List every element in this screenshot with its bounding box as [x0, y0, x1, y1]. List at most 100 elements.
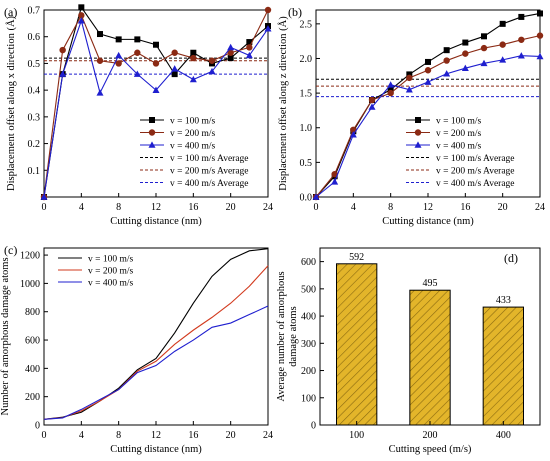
a-series-0-point-7: [171, 71, 178, 78]
b-x-tick-label-6: 24: [535, 202, 545, 213]
b-legend-marker-1: [414, 129, 422, 136]
a-series-1-point-11: [246, 44, 253, 51]
a-series-0-point-8: [190, 49, 197, 56]
c-panel-label: (c): [4, 243, 17, 257]
b-legend-label-1: v = 200 m/s: [436, 129, 482, 139]
a-series-2-point-3: [96, 89, 104, 96]
a-x-tick-label-5: 20: [226, 202, 236, 213]
c-plot-frame: [43, 247, 269, 426]
d-bar-400: [482, 306, 524, 426]
b-series-0-point-11: [518, 13, 525, 20]
b-series-2-point-6: [424, 78, 432, 85]
b-x-tick-label-4: 16: [460, 202, 470, 213]
a-series-0-point-2: [78, 4, 85, 11]
b-series-0-point-7: [443, 47, 450, 54]
b-series-2-point-9: [480, 59, 488, 67]
b-series-2-point-8: [461, 64, 469, 71]
b-y-tick-label-3: 1.5: [300, 89, 313, 100]
c-x-tick-label-1: 4: [79, 430, 84, 441]
d-x-tick-label-400: 400: [496, 430, 511, 441]
d-y-axis-label: Average number of amorphousdamage atoms: [276, 271, 299, 401]
c-x-axis-label: Cutting distance (nm): [110, 444, 202, 455]
b-y-axis-label: Displacement offset along z direction (Å…: [277, 16, 289, 191]
a-series-2-point-7: [171, 65, 179, 72]
a-series-2-point-2: [77, 17, 85, 24]
d-bar-value-label-100: 592: [349, 252, 364, 263]
c-x-tick-label-6: 24: [263, 430, 273, 441]
b-y-tick-label-5: 2.5: [300, 19, 313, 30]
b-series-1-point-4: [387, 89, 394, 97]
d-panel-label: (d): [504, 251, 518, 265]
b-x-tick-label-0: 0: [314, 202, 319, 213]
a-x-tick-label-0: 0: [42, 202, 47, 213]
panel-a-displacement-x: 0 4 8 12 16 20 24 0.1 0.2 0.3 0.4 0.5 0.6 0.7 Cutting …: [4, 4, 273, 227]
a-series-2-point-4: [115, 51, 123, 59]
b-x-tick-label-3: 12: [423, 202, 433, 213]
b-series-0-point-6: [425, 58, 431, 65]
b-series-1-point-3: [368, 96, 376, 104]
a-series-0-point-4: [115, 36, 122, 43]
a-legend-label-4: v = 200 m/s Average: [170, 167, 249, 177]
a-series-1-point-2: [78, 12, 85, 19]
b-series-0-point-12: [537, 10, 543, 17]
a-y-axis-label: Displacement offset along x direction (Å…: [5, 15, 17, 191]
a-legend-marker-0: [149, 117, 155, 123]
b-legend-label-4: v = 200 m/s Average: [436, 167, 515, 177]
b-legend-marker-2: [414, 141, 422, 148]
b-series-1-point-10: [499, 41, 506, 48]
b-series-2-point-5: [405, 86, 413, 93]
b-legend-label-2: v = 400 m/s: [436, 142, 482, 152]
c-legend-label-1: v = 200 m/s: [88, 267, 134, 277]
b-series-2-point-10: [499, 56, 507, 63]
c-y-tick-label-0: 0: [35, 421, 40, 432]
b-legend-label-0: v = 100 m/s: [436, 117, 482, 127]
b-x-tick-label-1: 4: [351, 202, 356, 213]
a-series-1-point-12: [264, 6, 272, 14]
c-x-tick-label-5: 20: [226, 430, 236, 441]
a-y-tick-label-0: 0.1: [28, 166, 41, 177]
panel-b-displacement-z: 0 4 8 12 16 20 24 0.0 0.5 1.0 1.5 2.0 2.5 Cutting dis…: [277, 5, 545, 227]
a-series-0-point-6: [153, 41, 159, 48]
a-y-tick-label-3: 0.4: [28, 86, 41, 97]
b-series-2-point-11: [517, 52, 525, 59]
c-y-tick-label-1: 200: [25, 392, 40, 403]
d-y-tick-label-2: 200: [301, 366, 316, 377]
c-y-tick-label-6: 1200: [20, 251, 40, 262]
b-y-tick-label-4: 2.0: [300, 54, 313, 65]
d-y-tick-label-3: 300: [301, 339, 316, 350]
c-x-tick-label-3: 12: [151, 430, 161, 441]
a-series-2-point-0: [40, 193, 48, 200]
a-series-2-point-11: [245, 51, 253, 59]
b-x-tick-label-2: 8: [388, 202, 393, 213]
b-panel-label: (b): [288, 5, 302, 19]
d-x-tick-label-200: 200: [423, 430, 438, 441]
a-series-2-point-9: [208, 67, 216, 75]
a-series-2-point-12: [264, 25, 272, 32]
b-y-tick-label-2: 1.0: [300, 123, 313, 134]
d-bar-value-label-200: 495: [423, 278, 438, 289]
a-series-1-point-6: [152, 60, 160, 67]
c-y-axis-label: Number of amorphous damage atoms: [0, 257, 11, 415]
b-series-1-point-7: [443, 57, 450, 64]
panel-d-average-amorphous-atoms: 0 100 200 300 400 500 600 592 100 495 200 433 400 Cut…: [276, 247, 541, 455]
c-y-tick-label-4: 800: [25, 307, 40, 318]
a-series-2-point-10: [227, 43, 235, 51]
b-y-tick-label-0: 0.0: [300, 193, 313, 204]
b-series-2-point-0: [312, 193, 320, 200]
a-y-tick-label-5: 0.6: [28, 32, 41, 43]
a-legend-marker-2: [148, 141, 156, 148]
a-series-1-point-1: [59, 46, 66, 54]
a-series-0-point-10: [227, 55, 234, 62]
a-series-2-point-8: [189, 75, 197, 83]
b-series-2-point-2: [349, 131, 357, 138]
a-series-0-point-11: [246, 39, 253, 46]
b-series-0-point-10: [499, 20, 506, 27]
b-series-0-point-5: [406, 71, 413, 78]
b-x-axis-label: Cutting distance (nm): [382, 216, 474, 227]
b-series-1-point-11: [518, 36, 525, 43]
a-series-2-point-1: [59, 70, 67, 77]
b-series-2-point-3: [368, 103, 376, 110]
d-bar-value-label-400: 433: [496, 295, 511, 306]
a-series-0-point-5: [134, 36, 141, 43]
a-series-0-point-3: [97, 31, 103, 38]
